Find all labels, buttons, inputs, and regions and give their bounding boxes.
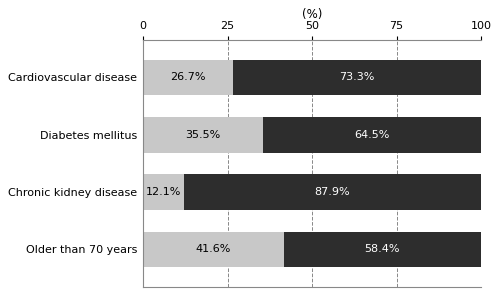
- Bar: [184, 174, 481, 210]
- Bar: [143, 174, 184, 210]
- Text: 64.5%: 64.5%: [354, 130, 390, 140]
- Bar: [263, 117, 481, 153]
- Text: 35.5%: 35.5%: [186, 130, 220, 140]
- Text: 26.7%: 26.7%: [170, 72, 206, 82]
- Text: 73.3%: 73.3%: [340, 72, 375, 82]
- Bar: [234, 60, 481, 95]
- Bar: [143, 232, 284, 267]
- Text: 41.6%: 41.6%: [196, 244, 231, 254]
- X-axis label: (%): (%): [302, 8, 322, 21]
- Text: 87.9%: 87.9%: [314, 187, 350, 197]
- Bar: [284, 232, 481, 267]
- Bar: [143, 117, 263, 153]
- Bar: [143, 60, 234, 95]
- Text: 58.4%: 58.4%: [364, 244, 400, 254]
- Text: 12.1%: 12.1%: [146, 187, 181, 197]
